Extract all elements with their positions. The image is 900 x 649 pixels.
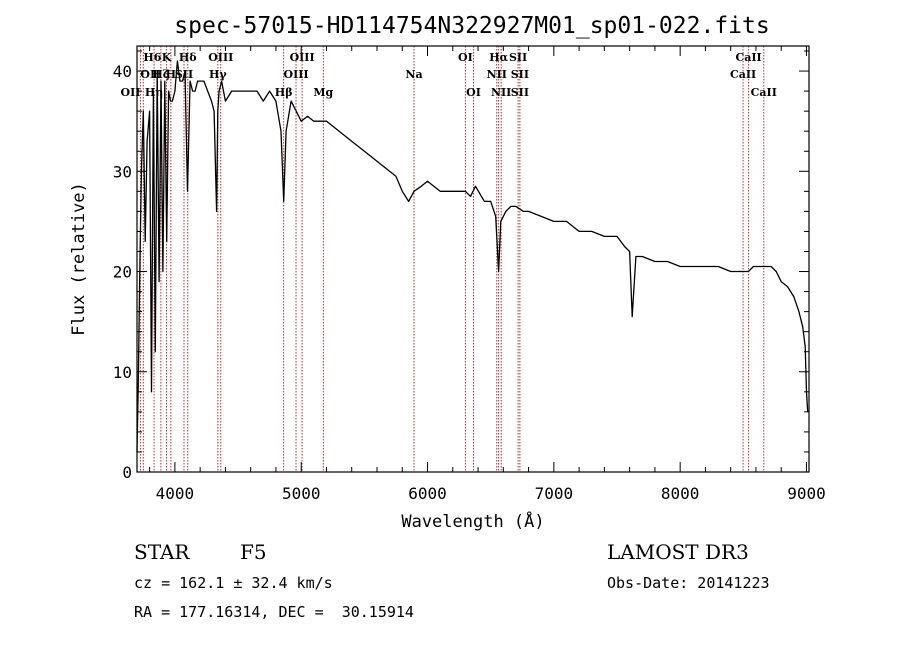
survey-name: LAMOST DR3: [607, 540, 749, 564]
spectral-line-label-4: Hζ: [152, 68, 169, 81]
x-tick-label: 9000: [787, 484, 826, 503]
y-axis-label: Flux (relative): [69, 182, 89, 336]
object-class: STAR: [134, 540, 190, 564]
redshift-readout: cz = 162.1 ± 32.4 km/s: [134, 574, 333, 592]
object-subclass: F5: [240, 540, 267, 564]
spectral-line-label-16: OI: [458, 51, 473, 64]
spectrum-series: [136, 60, 809, 453]
chart-title: spec-57015-HD114754N322927M01_sp01-022.f…: [174, 13, 769, 39]
spectral-line-label-22: SII: [511, 68, 529, 81]
spectral-line-label-25: CaII: [730, 68, 756, 81]
spectral-line-label-10: Hγ: [209, 68, 227, 81]
spectral-line-label-11: OIII: [290, 51, 315, 64]
spectral-line-label-8: SII: [175, 68, 193, 81]
y-tick-label: 30: [113, 162, 132, 181]
spectral-line-label-1: OII: [140, 68, 160, 81]
spectrum-line: [136, 60, 809, 453]
x-tick-label: 7000: [535, 484, 574, 503]
x-tick-label: 5000: [282, 484, 321, 503]
spectral-line-label-24: CaII: [736, 51, 762, 64]
x-tick-label: 6000: [408, 484, 447, 503]
spectral-line-label-15: Na: [405, 68, 422, 81]
spectral-line-label-14: Mg: [313, 86, 333, 99]
y-tick-label: 0: [122, 463, 132, 482]
spectral-line-label-18: Hα: [489, 51, 508, 64]
x-tick-label: 8000: [661, 484, 700, 503]
plot-frame: [136, 45, 810, 473]
x-axis-label: Wavelength (Å): [401, 510, 544, 532]
coordinates: RA = 177.16314, DEC = 30.15914: [134, 603, 414, 621]
y-tick-label: 40: [113, 62, 132, 81]
spectral-line-label-17: OI: [466, 86, 481, 99]
spectral-line-label-7: Hδ: [179, 51, 197, 64]
obs-date: Obs-Date: 20141223: [607, 574, 770, 592]
spectral-line-label-5: K: [162, 51, 172, 64]
y-tick-label: 20: [113, 263, 132, 282]
x-tick-label: 4000: [156, 484, 195, 503]
y-axis: 0 10 20 30 40: [113, 50, 809, 482]
spectral-line-label-9: OIII: [208, 51, 233, 64]
spectral-line-label-23: SII: [511, 86, 529, 99]
spectral-line-label-13: Hβ: [275, 86, 293, 99]
spectral-line-label-2: OII: [121, 86, 141, 99]
spectral-line-label-19: SII: [509, 51, 527, 64]
x-axis: 4000 5000 6000 7000 8000 9000: [149, 46, 826, 503]
y-tick-label: 10: [113, 363, 132, 382]
spectral-line-label-12: OIII: [284, 68, 309, 81]
spectral-line-label-26: CaII: [751, 86, 777, 99]
spectral-line-label-6: H: [166, 68, 176, 81]
spectral-line-label-3: Hη: [145, 86, 163, 99]
spectral-line-label-21: NII: [491, 86, 511, 99]
spectral-line-label-20: NII: [487, 68, 507, 81]
spectral-line-markers: [139, 46, 765, 472]
spectral-line-label-0: H6: [143, 51, 161, 64]
